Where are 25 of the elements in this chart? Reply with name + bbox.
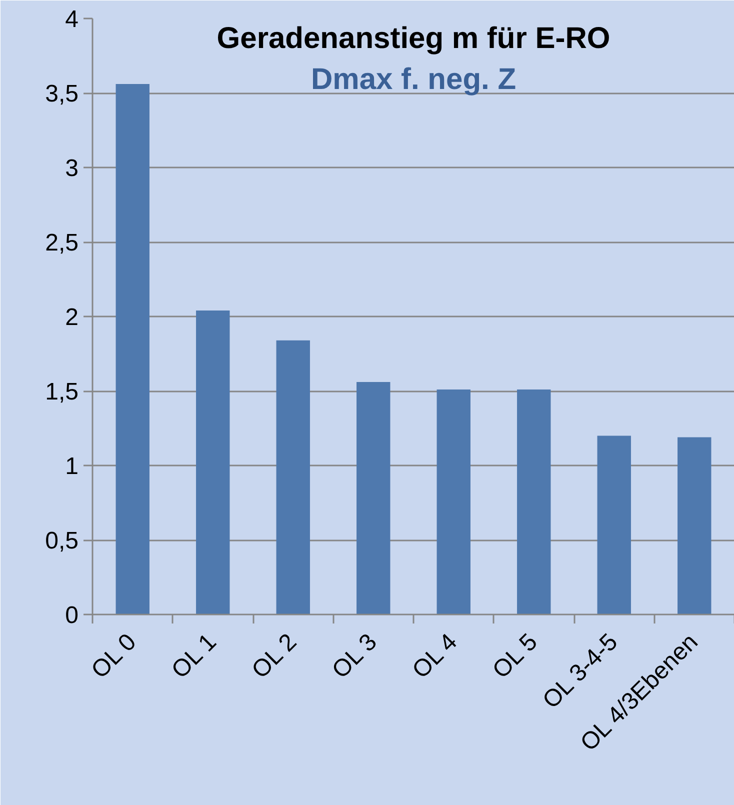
y-tick-label: 4	[65, 6, 79, 33]
y-tick-label: 3	[65, 155, 79, 182]
bar	[116, 84, 150, 614]
bar	[356, 382, 390, 614]
x-tick-label: OL 3	[327, 628, 382, 684]
chart-title: Geradenanstieg m für E-RO	[216, 22, 610, 56]
bar	[196, 310, 230, 614]
x-tick-label: OL 4	[407, 628, 463, 684]
y-tick-label: 2	[65, 304, 79, 331]
bar	[436, 390, 470, 614]
y-tick-label: 2,5	[45, 230, 79, 256]
bar	[678, 437, 712, 614]
text: Dmax f. neg. Z	[310, 63, 516, 96]
x-tick-label: OL 5	[488, 628, 543, 684]
x-tick-label: OL 1	[166, 628, 222, 684]
bar	[276, 340, 310, 614]
y-tick-label: 1	[65, 453, 79, 480]
y-tick-label: 1,5	[45, 378, 79, 406]
y-tick-label: 0	[65, 602, 79, 629]
x-tick-label: OL 2	[246, 628, 302, 684]
bar	[597, 436, 631, 614]
x-tick-label: OL 0	[86, 628, 142, 684]
y-tick-label: 0,5	[45, 528, 79, 554]
bar	[517, 390, 551, 614]
y-tick-label: 3,5	[45, 80, 79, 108]
